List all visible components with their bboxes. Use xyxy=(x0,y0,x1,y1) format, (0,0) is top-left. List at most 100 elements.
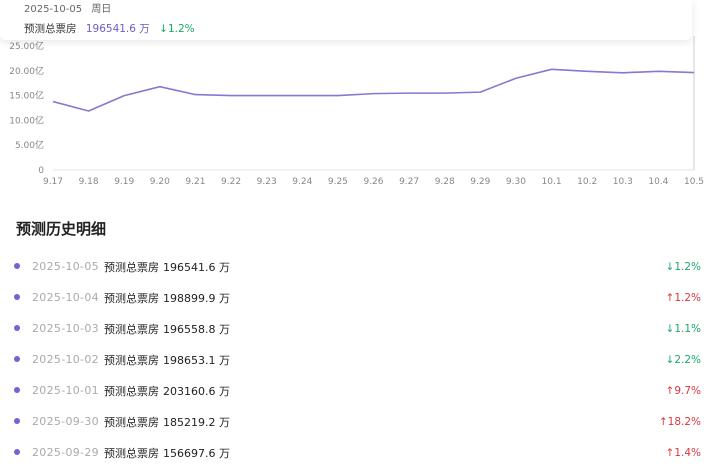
y-tick-label: 10.00亿 xyxy=(9,114,44,126)
data-point[interactable] xyxy=(584,68,590,74)
history-label-text: 预测总票房 xyxy=(104,260,159,274)
x-tick-label: 9.20 xyxy=(150,177,170,187)
data-point[interactable] xyxy=(264,93,270,99)
x-tick-label: 10.4 xyxy=(648,177,668,187)
data-point[interactable] xyxy=(406,90,412,96)
history-date: 2025-09-30 xyxy=(32,415,99,428)
history-label: 预测总票房 198653.1 万 xyxy=(104,352,230,368)
history-value: 196541.6 万 xyxy=(163,260,230,274)
data-point[interactable] xyxy=(549,66,555,72)
data-point[interactable] xyxy=(228,93,234,99)
x-tick-label: 9.22 xyxy=(221,177,241,187)
y-tick-label: 20.00亿 xyxy=(9,65,44,77)
x-tick-label: 9.17 xyxy=(43,177,63,187)
history-value: 198653.1 万 xyxy=(163,353,230,367)
history-label: 预测总票房 156697.6 万 xyxy=(104,445,230,461)
history-value: 203160.6 万 xyxy=(163,384,230,398)
x-tick-label: 9.25 xyxy=(328,177,348,187)
data-point[interactable] xyxy=(50,99,56,105)
history-value: 198899.9 万 xyxy=(163,291,230,305)
history-title: 预测历史明细 xyxy=(16,220,107,238)
x-tick-label: 9.19 xyxy=(114,177,134,187)
data-point[interactable] xyxy=(86,108,92,114)
history-label-text: 预测总票房 xyxy=(104,446,159,460)
history-date: 2025-10-03 xyxy=(32,322,99,335)
timeline-dot xyxy=(14,294,20,300)
timeline-dot xyxy=(14,418,20,424)
data-point[interactable] xyxy=(477,89,483,95)
history-label-text: 预测总票房 xyxy=(104,353,159,367)
history-date: 2025-10-02 xyxy=(32,353,99,366)
x-tick-label: 9.30 xyxy=(506,177,526,187)
tooltip-date-row: 2025-10-05 周日 xyxy=(24,4,692,16)
x-tick-label: 10.2 xyxy=(577,177,597,187)
history-date: 2025-10-01 xyxy=(32,384,99,397)
history-row[interactable]: 2025-10-01 预测总票房 203160.6 万 ↑9.7% xyxy=(0,375,720,406)
history-date: 2025-09-29 xyxy=(32,446,99,459)
history-row[interactable]: 2025-09-30 预测总票房 185219.2 万 ↑18.2% xyxy=(0,406,720,437)
tooltip-label: 预测总票房 xyxy=(24,23,77,35)
history-value: 185219.2 万 xyxy=(163,415,230,429)
data-point[interactable] xyxy=(620,70,626,76)
history-label: 预测总票房 198899.9 万 xyxy=(104,290,230,306)
y-tick-label: 25.00亿 xyxy=(9,40,44,52)
data-point[interactable] xyxy=(335,93,341,99)
y-tick-label: 15.00亿 xyxy=(9,90,44,102)
data-point[interactable] xyxy=(299,93,305,99)
history-change: ↑1.4% xyxy=(665,446,701,459)
x-tick-label: 10.1 xyxy=(542,177,562,187)
history-label-text: 预测总票房 xyxy=(104,415,159,429)
history-label: 预测总票房 185219.2 万 xyxy=(104,414,230,430)
history-row[interactable]: 2025-10-02 预测总票房 198653.1 万 ↓2.2% xyxy=(0,344,720,375)
data-point[interactable] xyxy=(691,70,697,76)
history-change: ↑9.7% xyxy=(665,384,701,397)
data-point[interactable] xyxy=(655,68,661,74)
data-point[interactable] xyxy=(371,91,377,97)
series-line xyxy=(52,68,695,112)
x-tick-label: 9.18 xyxy=(79,177,99,187)
x-tick-label: 9.21 xyxy=(185,177,205,187)
history-label: 预测总票房 196558.8 万 xyxy=(104,321,230,337)
timeline-dot xyxy=(14,387,20,393)
data-point[interactable] xyxy=(157,84,163,90)
history-value: 156697.6 万 xyxy=(163,446,230,460)
history-change: ↓1.1% xyxy=(665,322,701,335)
history-row[interactable]: 2025-10-04 预测总票房 198899.9 万 ↑1.2% xyxy=(0,282,720,313)
history-label: 预测总票房 203160.6 万 xyxy=(104,383,230,399)
x-tick-label: 9.26 xyxy=(363,177,383,187)
timeline-dot xyxy=(14,356,20,362)
box-office-chart[interactable]: 0 5.00亿 10.00亿 15.00亿 20.00亿 25.00亿 9.17 9.18 9.… xyxy=(0,36,720,196)
y-tick-label: 5.00亿 xyxy=(15,139,44,151)
history-row[interactable]: 2025-09-29 预测总票房 156697.6 万 ↑1.4% xyxy=(0,437,720,468)
timeline-dot xyxy=(14,325,20,331)
x-tick-label: 9.28 xyxy=(435,177,455,187)
data-point[interactable] xyxy=(121,93,127,99)
history-label-text: 预测总票房 xyxy=(104,384,159,398)
history-value: 196558.8 万 xyxy=(163,322,230,336)
history-label-text: 预测总票房 xyxy=(104,322,159,336)
tooltip-value-row: 预测总票房 196541.6 万 ↓1.2% xyxy=(24,22,692,36)
timeline-dot xyxy=(14,263,20,269)
history-change: ↓1.2% xyxy=(665,260,701,273)
tooltip-change: ↓1.2% xyxy=(159,23,195,35)
x-tick-label: 9.29 xyxy=(470,177,490,187)
chart-tooltip: 2025-10-05 周日 预测总票房 196541.6 万 ↓1.2% xyxy=(0,0,692,40)
data-point[interactable] xyxy=(192,92,198,98)
history-row[interactable]: 2025-10-03 预测总票房 196558.8 万 ↓1.1% xyxy=(0,313,720,344)
history-date: 2025-10-04 xyxy=(32,291,99,304)
history-change: ↑18.2% xyxy=(658,415,701,428)
tooltip-value: 196541.6 万 xyxy=(85,23,150,35)
x-tick-label: 9.27 xyxy=(399,177,419,187)
history-label: 预测总票房 196541.6 万 xyxy=(104,259,230,275)
x-tick-label: 10.3 xyxy=(613,177,633,187)
x-tick-label: 10.5 xyxy=(684,177,704,187)
x-tick-label: 9.23 xyxy=(257,177,277,187)
history-label-text: 预测总票房 xyxy=(104,291,159,305)
line-chart-svg[interactable]: 0 5.00亿 10.00亿 15.00亿 20.00亿 25.00亿 9.17 9.18 9.… xyxy=(0,36,720,196)
tooltip-weekday: 周日 xyxy=(91,4,112,15)
tooltip-date: 2025-10-05 xyxy=(24,4,83,15)
data-point[interactable] xyxy=(513,75,519,81)
y-tick-label: 0 xyxy=(38,166,44,176)
history-row[interactable]: 2025-10-05 预测总票房 196541.6 万 ↓1.2% xyxy=(0,251,720,282)
data-point[interactable] xyxy=(442,90,448,96)
